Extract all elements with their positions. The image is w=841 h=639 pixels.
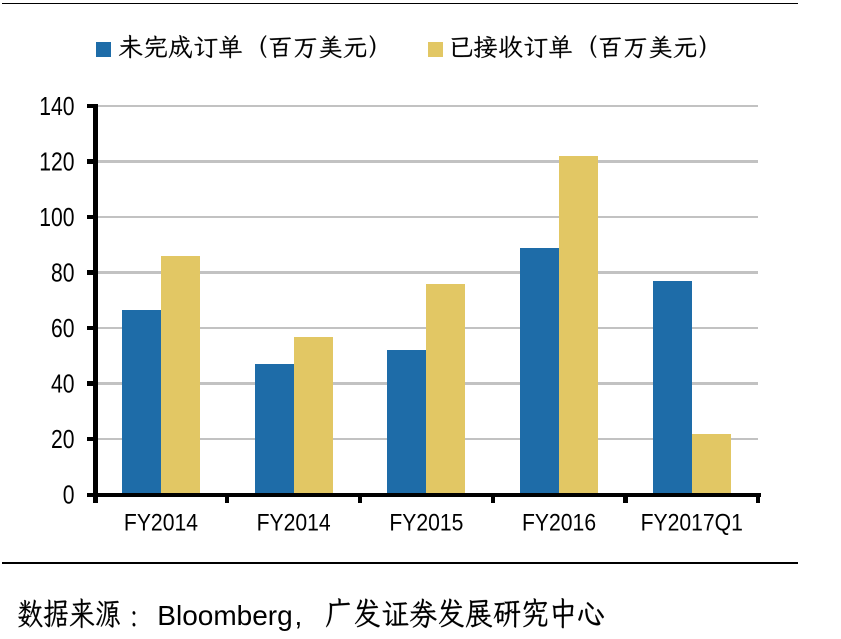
glyph-万: [294, 38, 317, 59]
glyph-订: [194, 36, 218, 59]
glyph-据: [43, 599, 68, 628]
y-axis-label-20: 20: [51, 426, 74, 455]
glyph-源: [95, 601, 120, 628]
glyph-已: [451, 37, 472, 58]
y-tick-140: [86, 103, 93, 109]
x-axis-label-3: FY2015: [389, 508, 463, 536]
y-tick-100: [86, 214, 93, 220]
x-tick-2: [357, 497, 363, 504]
glyph-订: [524, 36, 548, 59]
glyph-展: [465, 600, 492, 628]
y-axis-label-120: 120: [39, 148, 74, 177]
x-axis-label-4: FY2016: [522, 508, 596, 536]
source-note-run-2: Bloomberg: [157, 600, 292, 631]
bar-s2-FY2014: [160, 256, 200, 493]
glyph-百: [269, 37, 292, 59]
glyph-究: [522, 598, 547, 628]
x-axis-label-2: FY2014: [257, 508, 331, 536]
glyph-元: [343, 38, 367, 59]
gridline-140: [97, 104, 759, 108]
glyph-广: [325, 598, 350, 628]
glyph-单: [549, 35, 572, 59]
glyph-（: [590, 35, 597, 59]
y-tick-80: [86, 270, 93, 275]
bar-s2-FY2017Q1: [691, 433, 731, 493]
bar-s2-FY2016: [559, 156, 599, 493]
x-tick-4: [623, 497, 628, 504]
x-axis: [92, 492, 762, 498]
glyph-证: [382, 601, 409, 627]
y-axis-label-60: 60: [51, 315, 74, 344]
source-note-run-3: ,: [295, 600, 303, 631]
bar-s2-FY2014: [293, 336, 333, 493]
glyph-发: [354, 598, 380, 628]
top-rule: [2, 2, 798, 5]
bar-s1-FY2014: [254, 364, 294, 493]
source-note-run-1: [17, 598, 136, 629]
glyph-接: [473, 36, 498, 59]
y-tick-0: [86, 492, 93, 497]
glyph-研: [493, 601, 521, 629]
glyph-单: [219, 35, 243, 59]
bar-s1-FY2015: [387, 350, 427, 493]
glyph-美: [319, 35, 342, 59]
y-tick-20: [86, 436, 93, 442]
y-axis-label-100: 100: [39, 204, 74, 233]
bar-s1-FY2017Q1: [652, 280, 692, 493]
y-tick-60: [86, 325, 93, 331]
glyph-券: [409, 598, 437, 629]
glyph-成: [168, 35, 193, 59]
glyph-收: [498, 35, 523, 59]
bottom-rule: [2, 562, 798, 564]
gridline-80: [97, 271, 759, 274]
legend-swatch-2: [428, 42, 443, 58]
glyph-未: [119, 35, 143, 59]
y-tick-40: [86, 381, 93, 386]
glyph-中: [552, 598, 574, 629]
glyph-百: [599, 37, 621, 59]
legend-swatch-1: [95, 42, 111, 58]
bar-s1-FY2014: [121, 310, 161, 493]
bar-s2-FY2015: [426, 283, 466, 493]
bar-s1-FY2016: [520, 247, 560, 493]
glyph-）: [369, 35, 376, 59]
glyph-完: [144, 35, 167, 59]
glyph-）: [699, 35, 706, 59]
y-axis-label-0: 0: [63, 481, 75, 510]
y-axis-label-140: 140: [39, 93, 74, 122]
y-axis: [93, 103, 98, 504]
x-axis-label-1: FY2014: [124, 508, 198, 536]
gridline-120: [97, 160, 759, 163]
x-tick-3: [490, 497, 495, 504]
legend-label-1: [119, 35, 376, 59]
legend-label-2: [451, 35, 706, 59]
glyph-心: [577, 602, 604, 626]
gridline-100: [97, 215, 759, 219]
y-axis-label-40: 40: [51, 370, 74, 399]
glyph-：: [132, 611, 136, 627]
y-axis-label-80: 80: [51, 259, 74, 288]
x-tick-1: [225, 497, 230, 504]
glyph-发: [438, 598, 464, 628]
glyph-来: [69, 598, 94, 629]
x-tick-5: [755, 497, 761, 504]
glyph-元: [673, 38, 697, 59]
glyph-万: [624, 38, 647, 59]
glyph-数: [17, 599, 43, 628]
x-axis-label-5: FY2017Q1: [641, 508, 743, 536]
glyph-（: [260, 35, 267, 59]
source-note-run-4: [325, 598, 604, 629]
y-tick-120: [86, 159, 93, 164]
glyph-美: [649, 35, 672, 59]
